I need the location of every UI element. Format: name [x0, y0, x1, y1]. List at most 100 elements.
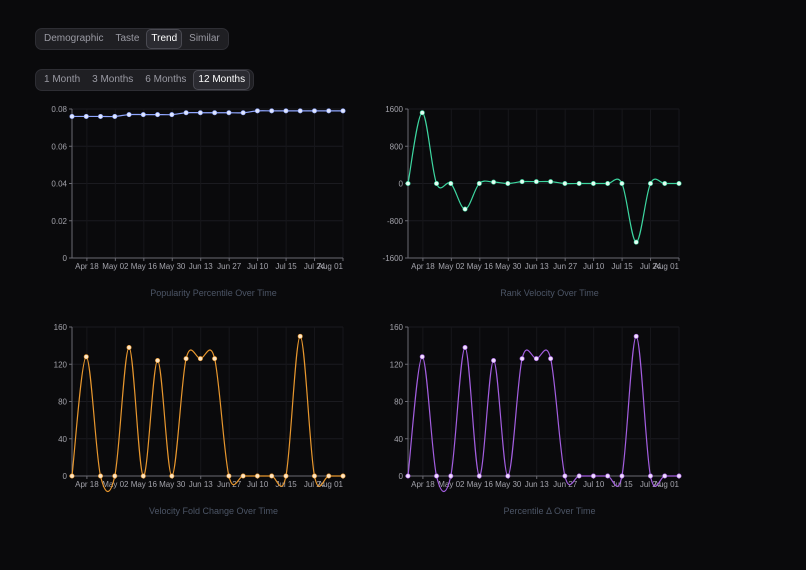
y-tick-label: 800 [390, 142, 404, 151]
y-tick-label: 160 [390, 323, 404, 332]
x-tick-label: Jun 27 [217, 480, 242, 489]
data-point [662, 181, 668, 187]
x-tick-label: May 30 [159, 480, 186, 489]
data-point [140, 473, 146, 479]
y-tick-label: 120 [390, 360, 404, 369]
data-point [283, 108, 289, 114]
x-tick-label: Apr 18 [75, 480, 99, 489]
tab-similar[interactable]: Similar [189, 33, 220, 44]
x-tick-label: May 16 [131, 480, 158, 489]
data-point [576, 181, 582, 187]
data-point [676, 181, 682, 187]
data-point [254, 108, 260, 114]
data-point [576, 473, 582, 479]
data-point [476, 473, 482, 479]
x-tick-label: Aug 01 [654, 262, 680, 271]
data-point [212, 110, 218, 116]
data-point [533, 356, 539, 362]
x-tick-label: Apr 18 [75, 262, 99, 271]
data-point [619, 473, 625, 479]
range-6-months[interactable]: 6 Months [145, 74, 187, 85]
data-point [240, 473, 246, 479]
y-tick-label: 40 [394, 435, 403, 444]
y-tick-label: 0 [399, 180, 404, 189]
y-tick-label: 0.08 [51, 105, 67, 114]
chart-1: 0 0.02 0.04 0.06 0.08 Apr 18 May 02 May 16 May 3… [51, 105, 346, 298]
data-point [183, 110, 189, 116]
x-tick-label: Jul 15 [275, 480, 297, 489]
x-tick-label: May 02 [102, 480, 129, 489]
data-point [405, 181, 411, 187]
data-point [169, 112, 175, 118]
x-tick-label: May 30 [159, 262, 186, 271]
data-point [69, 473, 75, 479]
x-tick-label: Jun 13 [189, 480, 214, 489]
data-point [462, 206, 468, 212]
data-point [240, 110, 246, 116]
y-tick-label: 160 [54, 323, 68, 332]
data-point [676, 473, 682, 479]
tab-trend[interactable]: Trend [146, 29, 183, 49]
x-tick-label: Jun 27 [553, 262, 578, 271]
chart-4: 0 40 80 120 160 Apr 18 May 02 May 16 May 30 Jun 1… [390, 323, 682, 516]
y-tick-label: 0 [63, 472, 68, 481]
data-point [662, 473, 668, 479]
data-point [126, 344, 132, 350]
data-point [212, 356, 218, 362]
data-point [448, 181, 454, 187]
data-point [647, 181, 653, 187]
y-tick-label: 40 [58, 435, 67, 444]
x-tick-label: Jul 24 [640, 480, 662, 489]
chart-3: 0 40 80 120 160 Apr 18 May 02 May 16 May 30 Jun 1… [54, 323, 346, 516]
x-tick-label: Aug 01 [318, 262, 344, 271]
range-12-months[interactable]: 12 Months [193, 70, 251, 90]
data-point [633, 239, 639, 245]
data-point [197, 356, 203, 362]
data-point [647, 473, 653, 479]
data-point [505, 473, 511, 479]
x-tick-label: May 30 [495, 480, 522, 489]
data-point [462, 344, 468, 350]
data-point [83, 113, 89, 119]
x-tick-label: Jul 15 [611, 480, 633, 489]
series-line [71, 335, 343, 493]
x-tick-label: Apr 18 [411, 262, 435, 271]
x-tick-label: Jul 24 [640, 262, 662, 271]
chart-2: -1600 -800 0 800 1600 Apr 18 May 02 May 16 May 3… [383, 105, 682, 298]
data-point [562, 473, 568, 479]
y-tick-label: 1600 [385, 105, 403, 114]
x-tick-label: Jul 15 [275, 262, 297, 271]
x-tick-label: Jun 13 [525, 262, 550, 271]
data-point [226, 110, 232, 116]
data-point [197, 110, 203, 116]
range-1-month[interactable]: 1 Month [44, 74, 81, 85]
data-point [340, 108, 346, 114]
data-point [155, 112, 161, 118]
data-point [419, 110, 425, 116]
data-point [326, 473, 332, 479]
data-point [169, 473, 175, 479]
data-point [269, 473, 275, 479]
x-tick-label: Jun 13 [189, 262, 214, 271]
chart-title: Velocity Fold Change Over Time [149, 506, 278, 516]
data-point [405, 473, 411, 479]
x-tick-label: May 16 [467, 480, 494, 489]
x-tick-label: Jul 24 [304, 480, 326, 489]
x-tick-label: Aug 01 [318, 480, 344, 489]
y-tick-label: 0 [399, 472, 404, 481]
tab-demographic[interactable]: Demographic [44, 33, 104, 44]
range-tabs: 1 Month 3 Months 6 Months 12 Months [35, 69, 255, 91]
chart-title: Percentile Δ Over Time [503, 506, 595, 516]
range-3-months[interactable]: 3 Months [92, 74, 134, 85]
y-tick-label: 0 [63, 254, 68, 263]
data-point [491, 179, 497, 185]
data-point [519, 179, 525, 185]
x-tick-label: May 16 [131, 262, 158, 271]
data-point [254, 473, 260, 479]
data-point [519, 356, 525, 362]
data-point [226, 473, 232, 479]
tab-taste[interactable]: Taste [115, 33, 140, 44]
x-tick-label: Jul 10 [247, 262, 269, 271]
y-tick-label: 0.04 [51, 180, 67, 189]
